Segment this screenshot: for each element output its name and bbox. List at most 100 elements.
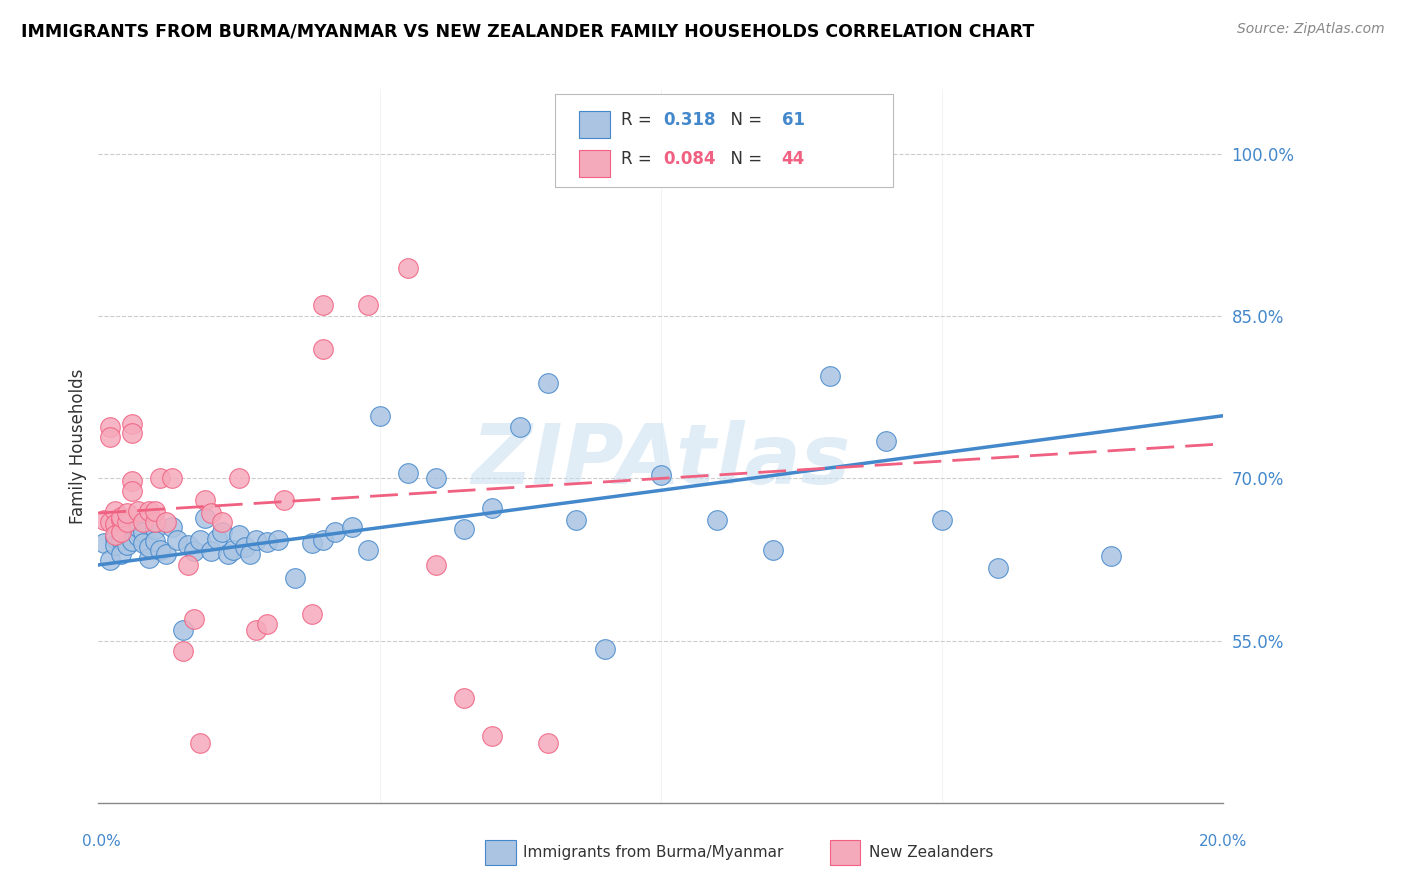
- Point: [565, 512, 588, 526]
- Point: [211, 525, 233, 540]
- Text: 0.0%: 0.0%: [82, 834, 121, 848]
- Point: [110, 512, 132, 526]
- Point: [98, 430, 121, 444]
- Point: [312, 342, 335, 356]
- Text: R =: R =: [621, 150, 658, 168]
- Point: [194, 511, 217, 525]
- Point: [357, 542, 380, 557]
- Point: [425, 471, 447, 485]
- Point: [1099, 549, 1122, 564]
- Point: [110, 525, 132, 540]
- Point: [183, 544, 205, 558]
- Point: [267, 533, 290, 547]
- Point: [762, 542, 785, 557]
- Point: [132, 515, 155, 529]
- Text: 20.0%: 20.0%: [1199, 834, 1247, 848]
- Point: [115, 539, 138, 553]
- Point: [115, 525, 138, 540]
- Point: [121, 417, 143, 432]
- Point: [818, 368, 841, 383]
- Point: [205, 532, 228, 546]
- Point: [93, 512, 115, 526]
- Point: [121, 425, 143, 440]
- Point: [183, 612, 205, 626]
- Point: [143, 515, 166, 529]
- Point: [104, 504, 127, 518]
- Point: [245, 623, 267, 637]
- Point: [160, 471, 183, 485]
- Point: [132, 536, 155, 550]
- Point: [93, 536, 115, 550]
- Point: [98, 552, 121, 566]
- Point: [160, 520, 183, 534]
- Point: [987, 561, 1010, 575]
- Point: [110, 547, 132, 561]
- Point: [481, 729, 503, 743]
- Point: [143, 504, 166, 518]
- Point: [127, 504, 149, 518]
- Point: [233, 540, 256, 554]
- Point: [188, 736, 211, 750]
- Point: [650, 468, 672, 483]
- Point: [115, 506, 138, 520]
- Point: [537, 376, 560, 391]
- Text: New Zealanders: New Zealanders: [869, 846, 993, 860]
- Point: [453, 690, 475, 705]
- Text: Immigrants from Burma/Myanmar: Immigrants from Burma/Myanmar: [523, 846, 783, 860]
- Text: IMMIGRANTS FROM BURMA/MYANMAR VS NEW ZEALANDER FAMILY HOUSEHOLDS CORRELATION CHA: IMMIGRANTS FROM BURMA/MYANMAR VS NEW ZEA…: [21, 22, 1035, 40]
- Text: Source: ZipAtlas.com: Source: ZipAtlas.com: [1237, 22, 1385, 37]
- Point: [875, 434, 897, 448]
- Point: [121, 484, 143, 499]
- Point: [931, 512, 953, 526]
- Point: [228, 471, 250, 485]
- Point: [110, 510, 132, 524]
- Point: [98, 419, 121, 434]
- Point: [228, 527, 250, 541]
- Point: [453, 522, 475, 536]
- Point: [110, 533, 132, 547]
- Point: [273, 493, 295, 508]
- Point: [593, 642, 616, 657]
- Point: [138, 540, 160, 554]
- Point: [149, 542, 172, 557]
- Point: [256, 535, 278, 549]
- Text: N =: N =: [720, 112, 768, 129]
- Point: [121, 534, 143, 549]
- Point: [222, 542, 245, 557]
- Text: 61: 61: [782, 112, 804, 129]
- Point: [172, 644, 194, 658]
- Point: [177, 558, 200, 572]
- Point: [509, 419, 531, 434]
- Text: 44: 44: [782, 150, 806, 168]
- Text: 0.318: 0.318: [664, 112, 716, 129]
- Point: [245, 533, 267, 547]
- Point: [481, 500, 503, 515]
- Point: [368, 409, 391, 423]
- Point: [121, 520, 143, 534]
- Point: [177, 539, 200, 553]
- Point: [166, 533, 188, 547]
- Point: [127, 529, 149, 543]
- Point: [312, 298, 335, 312]
- Point: [188, 533, 211, 547]
- Point: [104, 531, 127, 545]
- Text: 0.084: 0.084: [664, 150, 716, 168]
- Point: [121, 474, 143, 488]
- Point: [127, 520, 149, 534]
- Point: [217, 547, 239, 561]
- Point: [138, 504, 160, 518]
- Point: [149, 471, 172, 485]
- Point: [323, 525, 346, 540]
- Point: [284, 571, 307, 585]
- Point: [312, 533, 335, 547]
- Point: [104, 516, 127, 531]
- Text: R =: R =: [621, 112, 658, 129]
- Point: [239, 547, 262, 561]
- Point: [194, 493, 217, 508]
- Point: [104, 539, 127, 553]
- Y-axis label: Family Households: Family Households: [69, 368, 87, 524]
- Point: [155, 547, 177, 561]
- Point: [211, 515, 233, 529]
- Text: ZIPAtlas: ZIPAtlas: [471, 420, 851, 500]
- Point: [132, 525, 155, 540]
